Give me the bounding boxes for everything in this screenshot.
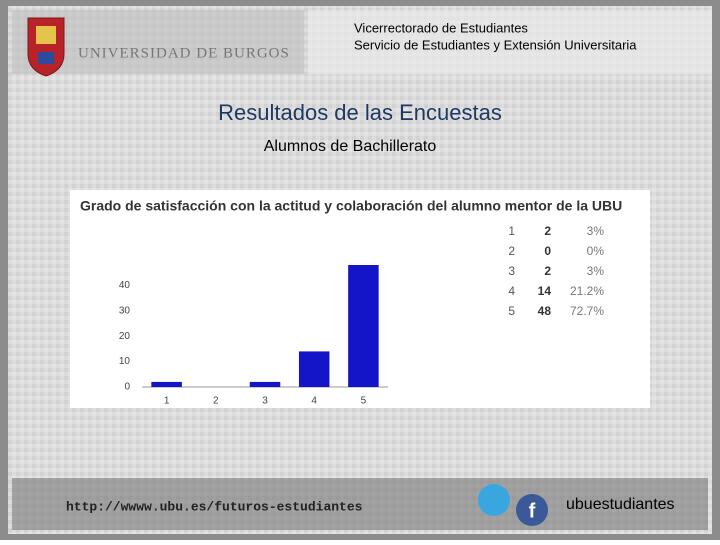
x-tick-label: 4: [311, 396, 317, 407]
y-tick-label: 30: [119, 305, 131, 316]
table-category: 2: [508, 244, 515, 258]
footer-url: http://wwww.ubu.es/futuros-estudiantes: [66, 499, 363, 514]
x-tick-label: 1: [164, 396, 170, 407]
slide-title: Resultados de las Encuestas: [218, 100, 502, 125]
y-tick-label: 10: [119, 356, 131, 367]
header-line: Vicerrectorado de Estudiantes: [354, 20, 528, 35]
table-count: 48: [538, 304, 552, 318]
footer-band: [12, 478, 708, 530]
header-line: Servicio de Estudiantes y Extensión Univ…: [354, 37, 637, 52]
twitter-icon: [478, 484, 510, 516]
y-tick-label: 20: [119, 331, 131, 342]
table-category: 5: [508, 304, 515, 318]
logo-text: UNIVERSIDAD DE BURGOS: [78, 45, 290, 61]
y-tick-label: 0: [124, 382, 130, 393]
table-count: 2: [544, 264, 551, 278]
y-tick-label: 40: [119, 280, 131, 291]
table-category: 4: [508, 284, 515, 298]
table-percent: 21.2%: [570, 284, 604, 298]
table-percent: 72.7%: [570, 304, 604, 318]
header-band: [308, 10, 712, 74]
table-count: 2: [544, 224, 551, 238]
chart-title: Grado de satisfacción con la actitud y c…: [80, 198, 622, 214]
table-count: 14: [538, 284, 552, 298]
facebook-glyph: f: [529, 500, 536, 522]
bar: [298, 351, 330, 387]
x-tick-label: 2: [213, 396, 219, 407]
table-category: 1: [508, 224, 515, 238]
bar: [151, 381, 182, 387]
x-tick-label: 3: [262, 396, 268, 407]
table-category: 3: [508, 264, 515, 278]
footer-social: ubuestudiantes: [566, 496, 675, 513]
bar: [249, 381, 281, 387]
facebook-icon: [516, 494, 548, 526]
table-percent: 3%: [587, 264, 605, 278]
slide-subtitle: Alumnos de Bachillerato: [264, 138, 437, 155]
table-percent: 0%: [587, 244, 605, 258]
table-count: 0: [544, 244, 551, 258]
x-tick-label: 5: [361, 396, 367, 407]
logo-shield: [27, 17, 65, 77]
table-percent: 3%: [587, 224, 605, 238]
bar: [348, 265, 379, 387]
